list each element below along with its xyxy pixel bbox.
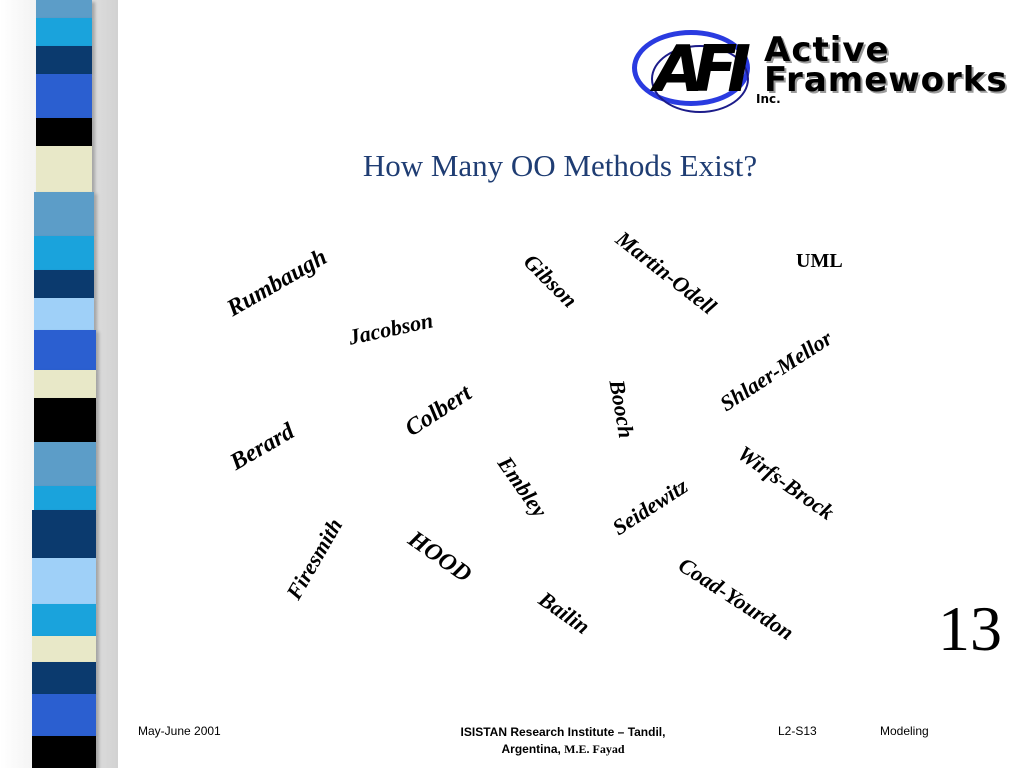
stripe-block — [34, 486, 96, 510]
stripe-block — [36, 74, 92, 118]
stripe-band — [0, 510, 118, 558]
slide-title: How Many OO Methods Exist? — [362, 148, 758, 183]
stripe-block — [34, 192, 94, 236]
stripe-band — [0, 370, 118, 398]
method-colbert: Colbert — [400, 380, 477, 442]
footer-institute: ISISTAN Research Institute – Tandil, Arg… — [420, 724, 706, 758]
stripe-band — [0, 736, 118, 768]
stripe-band — [0, 118, 118, 146]
slide-number: 13 — [938, 593, 1002, 664]
method-shlaer-mellor: Shlaer-Mellor — [715, 325, 837, 417]
stripe-band — [0, 604, 118, 636]
stripe-band — [0, 398, 118, 442]
logo-word-frameworks: Frameworks — [764, 60, 1008, 100]
logo-word-active: Active — [764, 30, 890, 70]
footer-institute-line1: ISISTAN Research Institute – Tandil, — [460, 725, 666, 739]
stripe-band — [0, 0, 118, 18]
stripe-band — [0, 486, 118, 510]
method-uml: UML — [796, 250, 843, 272]
stripe-band — [0, 236, 118, 270]
footer-slide-code: L2-S13 — [778, 724, 817, 738]
method-jacobson: Jacobson — [346, 307, 436, 350]
method-seidewitz: Seidewitz — [607, 473, 693, 541]
stripe-band — [0, 330, 118, 370]
stripe-band — [0, 636, 118, 662]
stripe-block — [36, 118, 92, 146]
footer-institute-line2: Argentina, — [501, 742, 561, 756]
stripe-block — [34, 298, 94, 330]
stripe-band — [0, 192, 118, 236]
stripe-block — [34, 236, 94, 270]
logo-ring — [632, 30, 750, 113]
stripe-block — [32, 636, 96, 662]
decorative-side-stripe — [0, 0, 118, 768]
stripe-block — [34, 270, 94, 298]
stripe-block — [32, 662, 96, 694]
stripe-block — [36, 18, 92, 46]
method-hood: HOOD — [403, 526, 477, 589]
stripe-block — [36, 46, 92, 74]
footer-topic: Modeling — [880, 724, 929, 738]
stripe-block — [36, 146, 92, 192]
logo-inner-ring — [651, 45, 749, 113]
method-rumbaugh: Rumbaugh — [222, 244, 332, 323]
method-booch: Booch — [604, 377, 640, 440]
stripe-block — [34, 330, 96, 370]
stripe-band — [0, 558, 118, 604]
stripe-band — [0, 694, 118, 736]
method-martin-odell: Martin-Odell — [611, 225, 722, 320]
stripe-band — [0, 298, 118, 330]
footer-author: M.E. Fayad — [564, 742, 625, 756]
stripe-block — [32, 510, 96, 558]
method-coad-yourdon: Coad-Yourdon — [674, 552, 799, 646]
footer-date: May-June 2001 — [138, 724, 221, 738]
stripe-block — [32, 736, 96, 768]
method-gibson: Gibson — [519, 248, 583, 313]
method-wirfs-brock: Wirfs-Brock — [733, 440, 840, 525]
stripe-block — [32, 604, 96, 636]
stripe-block — [34, 398, 96, 442]
stripe-band — [0, 74, 118, 118]
logo-mark: AFI — [654, 33, 751, 107]
stripe-block — [36, 0, 92, 18]
method-bailin: Bailin — [534, 586, 595, 639]
stripe-band — [0, 270, 118, 298]
stripe-block — [32, 558, 96, 604]
stripe-block — [32, 694, 96, 736]
method-berard: Berard — [225, 418, 299, 476]
company-logo: AFI Active Frameworks Inc. — [628, 26, 1007, 113]
method-firesmith: Firesmith — [281, 513, 348, 604]
logo-word-inc: Inc. — [756, 92, 781, 106]
stripe-band — [0, 146, 118, 192]
stripe-block — [34, 442, 96, 486]
stripe-band — [0, 662, 118, 694]
stripe-band — [0, 18, 118, 46]
stripe-band — [0, 442, 118, 486]
method-embley: Embley — [492, 451, 553, 522]
stripe-block — [34, 370, 96, 398]
stripe-band — [0, 46, 118, 74]
